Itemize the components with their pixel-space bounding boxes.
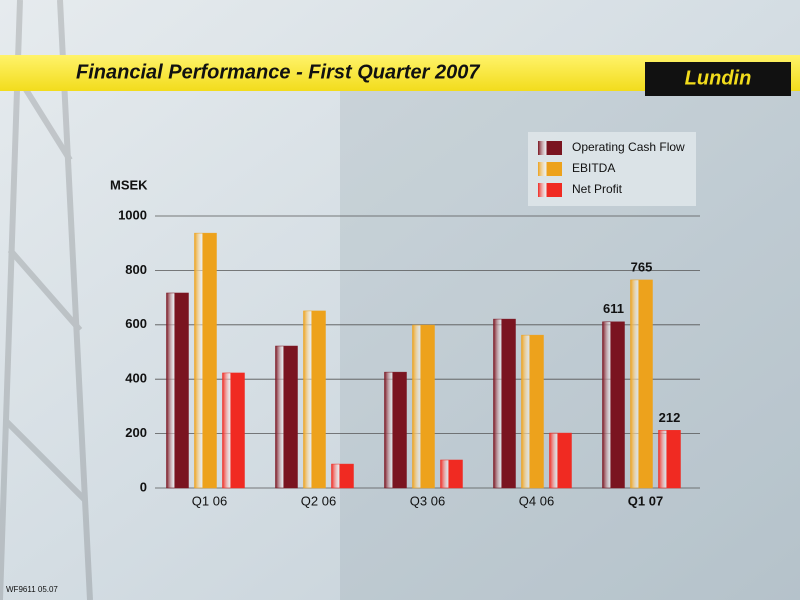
bar [440,459,463,489]
x-tick-label: Q2 06 [301,493,336,508]
value-label: 765 [631,259,653,274]
logo-box [645,62,791,96]
bar [630,279,653,489]
bar [222,372,245,489]
bar [331,463,354,489]
y-tick-label: 200 [125,425,147,440]
value-label: 212 [659,410,681,425]
bar [549,432,572,489]
bar [303,310,326,489]
y-tick-label: 800 [125,262,147,277]
y-axis-label: MSEK [110,177,148,192]
legend-label: Net Profit [572,182,623,196]
y-tick-label: 600 [125,316,147,331]
y-tick-label: 1000 [118,207,147,222]
legend-label: EBITDA [572,161,615,175]
legend-swatch [538,141,562,155]
bar [412,324,435,489]
logo: Lundin [685,67,752,89]
bar [166,292,189,489]
bar [493,318,516,489]
legend-swatch [538,162,562,176]
bar [602,321,625,489]
bar [521,334,544,489]
bar [275,345,298,489]
x-tick-label: Q3 06 [410,493,445,508]
footer: WF9611 05.07 [6,585,58,594]
legend-label: Operating Cash Flow [572,140,685,154]
bar [384,371,407,489]
chart-title: Financial Performance - First Quarter 20… [76,61,480,83]
x-tick-label: Q1 07 [628,493,663,508]
bar [658,430,681,489]
x-tick-label: Q1 06 [192,493,227,508]
x-tick-label: Q4 06 [519,493,554,508]
value-label: 611 [603,301,624,316]
bar [194,232,217,489]
legend-swatch [538,183,562,197]
y-tick-label: 0 [140,479,147,494]
y-tick-label: 400 [125,371,147,386]
tower-decoration [0,0,93,600]
